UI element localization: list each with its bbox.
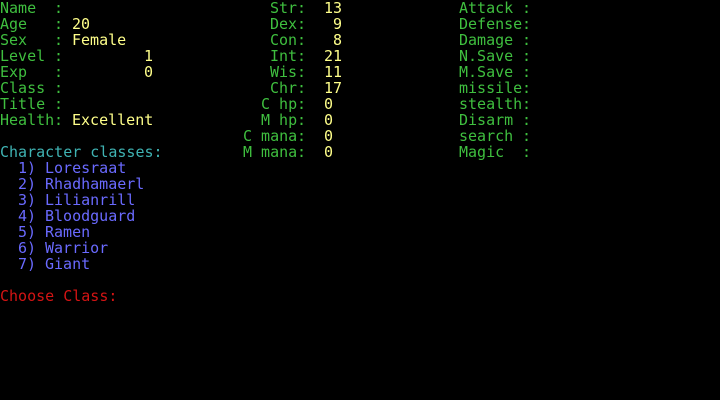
title-label: Title [0, 95, 46, 113]
separator: : [522, 111, 532, 129]
ability-label-defense: Defense [459, 15, 523, 33]
separator: : [522, 127, 532, 145]
class-option-key[interactable]: 6) [18, 239, 37, 257]
class-option-loresraat[interactable]: Loresraat [45, 159, 127, 177]
class-option-giant[interactable]: Giant [45, 255, 91, 273]
level-label: Level [0, 47, 46, 65]
stat-label-m-hp: M hp [261, 111, 298, 129]
age-label: Age [0, 15, 28, 33]
class-option-key[interactable]: 7) [18, 255, 37, 273]
exp-value: 0 [144, 63, 154, 81]
separator: : [297, 15, 307, 33]
separator: : [522, 95, 532, 113]
separator: : [54, 47, 64, 65]
stat-value-dex: 9 [333, 15, 343, 33]
separator: : [522, 79, 532, 97]
separator: : [522, 63, 532, 81]
separator: : [522, 0, 532, 17]
stat-value-chr: 17 [324, 79, 343, 97]
separator: : [297, 47, 307, 65]
name-label: Name [0, 0, 37, 17]
class-option-key[interactable]: 5) [18, 223, 37, 241]
classes-heading: Character classes: [0, 143, 163, 161]
stat-value-c-hp: 0 [324, 95, 334, 113]
class-option-warrior[interactable]: Warrior [45, 239, 109, 257]
class-option-key[interactable]: 3) [18, 191, 37, 209]
age-value: 20 [72, 15, 91, 33]
ability-label-n-save: N.Save [459, 47, 514, 65]
stat-label-c-mana: C mana [243, 127, 298, 145]
stat-label-wis: Wis [270, 63, 298, 81]
separator: : [54, 63, 64, 81]
stat-value-m-mana: 0 [324, 143, 334, 161]
stat-label-con: Con [270, 31, 298, 49]
level-value: 1 [144, 47, 154, 65]
separator: : [297, 31, 307, 49]
ability-label-attack: Attack [459, 0, 514, 17]
stat-value-str: 13 [324, 0, 343, 17]
separator: : [297, 63, 307, 81]
separator: : [297, 127, 307, 145]
separator: : [297, 111, 307, 129]
stat-label-dex: Dex [270, 15, 298, 33]
class-option-lilianrill[interactable]: Lilianrill [45, 191, 136, 209]
separator: : [522, 47, 532, 65]
health-value: Excellent [72, 111, 154, 129]
separator: : [54, 31, 64, 49]
sex-label: Sex [0, 31, 28, 49]
ability-label-m-save: M.Save [459, 63, 514, 81]
ability-label-stealth: stealth [459, 95, 523, 113]
health-label: Health [0, 111, 55, 129]
separator: : [54, 111, 64, 129]
stat-label-m-mana: M mana [243, 143, 298, 161]
sex-value: Female [72, 31, 127, 49]
separator: : [297, 95, 307, 113]
class-option-key[interactable]: 2) [18, 175, 37, 193]
separator: : [297, 0, 307, 17]
ability-label-disarm: Disarm [459, 111, 514, 129]
choose-class-prompt[interactable]: Choose Class: [0, 287, 118, 305]
stat-label-str: Str [270, 0, 298, 17]
stat-value-int: 21 [324, 47, 343, 65]
separator: : [522, 143, 532, 161]
separator: : [522, 15, 532, 33]
class-option-key[interactable]: 1) [18, 159, 37, 177]
class-label: Class [0, 79, 46, 97]
ability-label-search: search [459, 127, 514, 145]
separator: : [54, 15, 64, 33]
separator: : [54, 79, 64, 97]
exp-label: Exp [0, 63, 28, 81]
stat-value-c-mana: 0 [324, 127, 334, 145]
ability-label-magic: Magic [459, 143, 505, 161]
ability-label-damage: Damage [459, 31, 514, 49]
stat-value-wis: 11 [324, 63, 343, 81]
class-option-key[interactable]: 4) [18, 207, 37, 225]
separator: : [54, 0, 64, 17]
separator: : [297, 143, 307, 161]
stat-label-c-hp: C hp [261, 95, 298, 113]
class-option-ramen[interactable]: Ramen [45, 223, 91, 241]
stat-label-chr: Chr [270, 79, 298, 97]
separator: : [522, 31, 532, 49]
ability-label-missile: missile [459, 79, 523, 97]
separator: : [54, 95, 64, 113]
stat-value-m-hp: 0 [324, 111, 334, 129]
separator: : [297, 79, 307, 97]
class-option-bloodguard[interactable]: Bloodguard [45, 207, 136, 225]
stat-value-con: 8 [333, 31, 343, 49]
stat-label-int: Int [270, 47, 298, 65]
class-option-rhadhamaerl[interactable]: Rhadhamaerl [45, 175, 145, 193]
